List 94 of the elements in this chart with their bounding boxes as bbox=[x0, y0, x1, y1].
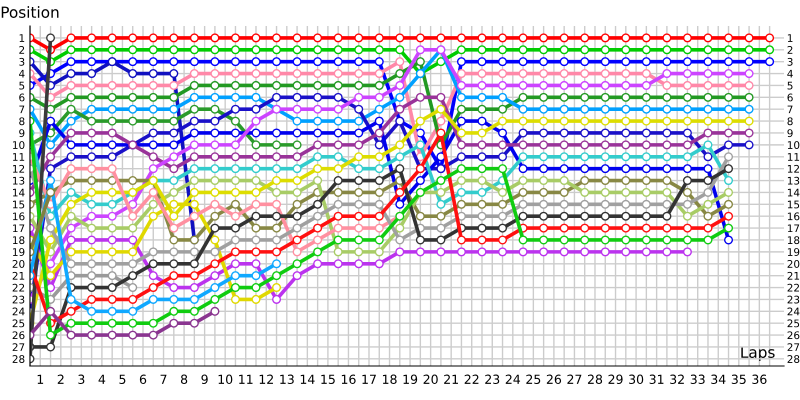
x-tick-label: 8 bbox=[180, 374, 188, 384]
y2-tick-label: 15 bbox=[788, 200, 800, 208]
x-tick-label: 19 bbox=[404, 374, 418, 384]
x-tick-label: 24 bbox=[506, 374, 520, 384]
y2-tick-label: 27 bbox=[788, 343, 800, 351]
y-tick-label: 23 bbox=[12, 296, 24, 304]
y2-tick-label: 14 bbox=[788, 188, 800, 196]
y2-tick-label: 2 bbox=[788, 46, 792, 54]
y-tick-label: 25 bbox=[12, 319, 24, 328]
x-tick-label: 26 bbox=[546, 374, 562, 384]
x-tick-label: 9 bbox=[201, 374, 208, 384]
y-tick-label: 6 bbox=[19, 94, 24, 102]
x-tick-label: 36 bbox=[752, 374, 767, 384]
y-tick-label: 11 bbox=[13, 153, 24, 161]
y-tick-label: 8 bbox=[19, 117, 24, 126]
x-tick-label: 12 bbox=[260, 374, 273, 384]
y-tick-label: 24 bbox=[12, 308, 25, 316]
y-tick-label: 20 bbox=[12, 260, 24, 268]
y-tick-label: 27 bbox=[12, 343, 24, 351]
y-tick-label: 13 bbox=[13, 176, 24, 185]
y2-tick-label: 28 bbox=[788, 355, 800, 363]
y2-tick-label: 17 bbox=[788, 224, 800, 232]
x-tick-label: 23 bbox=[485, 374, 500, 384]
y2-tick-label: 11 bbox=[788, 153, 800, 161]
y2-tick-label: 18 bbox=[788, 236, 800, 244]
x-tick-label: 10 bbox=[218, 374, 232, 384]
x-tick-label: 17 bbox=[362, 374, 376, 384]
y-tick-label: 16 bbox=[13, 212, 24, 220]
y2-tick-label: 1 bbox=[788, 34, 792, 42]
y2-tick-label: 19 bbox=[788, 248, 800, 256]
y-tick-label: 28 bbox=[12, 355, 24, 363]
y-tick-label: 21 bbox=[12, 272, 24, 280]
x-tick-label: 1 bbox=[38, 374, 44, 384]
y-tick-label: 4 bbox=[19, 70, 25, 78]
x-tick-label: 25 bbox=[526, 374, 540, 384]
y2-tick-label: 9 bbox=[787, 129, 793, 138]
y2-tick-label: 22 bbox=[788, 284, 799, 292]
x-tick-label: 30 bbox=[629, 374, 644, 384]
y-tick-label: 5 bbox=[19, 82, 24, 90]
y2-tick-label: 8 bbox=[787, 117, 793, 126]
y2-tick-label: 26 bbox=[788, 331, 800, 340]
x-tick-label: 7 bbox=[160, 374, 166, 384]
x-tick-label: 6 bbox=[140, 374, 146, 384]
y2-tick-label: 7 bbox=[788, 106, 793, 114]
y-tick-label: 14 bbox=[13, 188, 25, 196]
y-tick-label: 9 bbox=[19, 129, 24, 138]
x-tick-label: 28 bbox=[588, 374, 602, 384]
y2-tick-label: 4 bbox=[787, 70, 793, 78]
y2-tick-label: 5 bbox=[788, 82, 792, 90]
y-tick-label: 3 bbox=[19, 58, 24, 66]
x-tick-label: 4 bbox=[98, 374, 106, 384]
x-tick-label: 29 bbox=[608, 374, 623, 384]
x-tick-label: 21 bbox=[444, 374, 458, 384]
x-tick-label: 22 bbox=[464, 374, 478, 384]
y-tick-label: 10 bbox=[13, 141, 24, 149]
y-tick-label: 2 bbox=[19, 46, 24, 54]
x-tick-label: 3 bbox=[78, 374, 84, 384]
y-tick-label: 17 bbox=[13, 224, 24, 232]
x-tick-label: 20 bbox=[424, 374, 438, 384]
y2-tick-label: 12 bbox=[788, 164, 799, 173]
y-axis-title: Position bbox=[2, 6, 58, 18]
y-tick-label: 15 bbox=[13, 200, 24, 208]
y-tick-label: 1 bbox=[20, 34, 24, 42]
y2-tick-label: 3 bbox=[788, 58, 793, 66]
x-tick-label: 32 bbox=[670, 374, 684, 384]
x-tick-label: 2 bbox=[58, 374, 64, 384]
x-tick-label: 33 bbox=[690, 374, 705, 384]
y2-tick-label: 10 bbox=[788, 141, 800, 149]
x-tick-label: 31 bbox=[650, 374, 664, 384]
x-tick-label: 5 bbox=[119, 374, 126, 384]
y-tick-label: 7 bbox=[19, 106, 24, 114]
y2-tick-label: 20 bbox=[788, 260, 800, 268]
x-tick-label: 15 bbox=[321, 374, 335, 384]
x-tick-label: 18 bbox=[382, 374, 397, 384]
y2-tick-label: 23 bbox=[788, 296, 800, 304]
y-tick-label: 22 bbox=[12, 284, 24, 292]
y2-tick-label: 25 bbox=[788, 319, 800, 328]
y2-tick-label: 16 bbox=[788, 212, 800, 220]
x-tick-label: 13 bbox=[280, 374, 294, 384]
x-axis-title: Laps bbox=[741, 346, 775, 361]
y-tick-label: 12 bbox=[13, 164, 24, 173]
y2-tick-label: 21 bbox=[788, 272, 800, 280]
x-tick-label: 27 bbox=[567, 374, 582, 384]
x-tick-label: 34 bbox=[711, 374, 726, 384]
y2-tick-label: 13 bbox=[788, 176, 800, 185]
y-tick-label: 18 bbox=[13, 236, 24, 244]
x-tick-label: 14 bbox=[300, 374, 315, 384]
y2-tick-label: 24 bbox=[788, 308, 800, 316]
x-tick-label: 11 bbox=[239, 374, 253, 384]
x-tick-label: 16 bbox=[342, 374, 356, 384]
x-tick-label: 35 bbox=[732, 374, 746, 384]
y2-tick-label: 6 bbox=[788, 94, 793, 102]
y-tick-label: 26 bbox=[12, 331, 24, 340]
y-tick-label: 19 bbox=[13, 248, 24, 256]
